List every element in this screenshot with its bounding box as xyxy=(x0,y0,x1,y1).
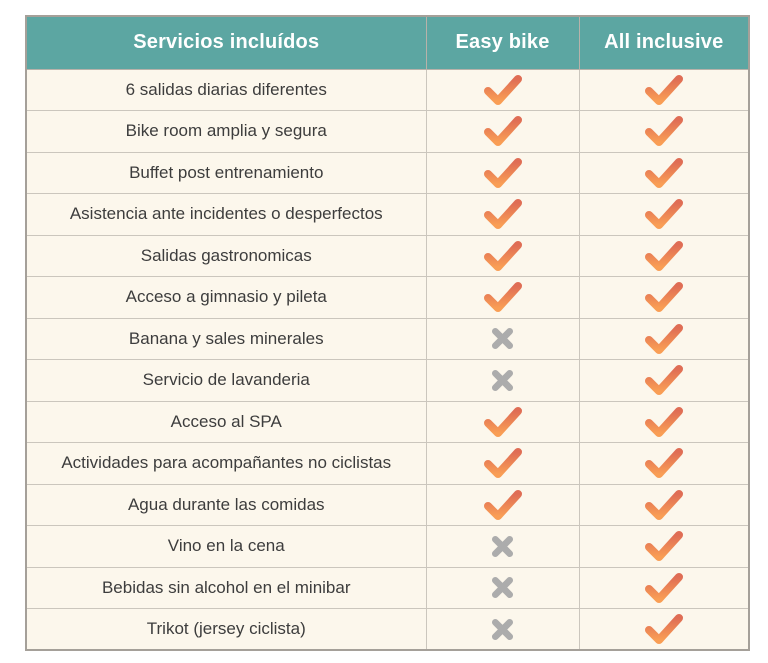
check-icon xyxy=(483,157,522,188)
service-label: Acceso a gimnasio y pileta xyxy=(25,276,427,319)
check-icon xyxy=(644,531,683,562)
check-icon xyxy=(644,157,683,188)
easy-bike-cell xyxy=(425,193,580,236)
column-header-all-inclusive: All inclusive xyxy=(578,15,750,70)
service-label: 6 salidas diarias diferentes xyxy=(25,68,427,111)
easy-bike-cell xyxy=(425,317,580,360)
table-row: Bike room amplia y segura xyxy=(25,110,750,153)
check-icon xyxy=(483,282,522,313)
check-icon xyxy=(644,240,683,271)
service-label: Salidas gastronomicas xyxy=(25,234,427,277)
all-inclusive-cell xyxy=(578,608,750,651)
table-row: Asistencia ante incidentes o desperfecto… xyxy=(25,193,750,236)
all-inclusive-cell xyxy=(578,151,750,194)
cross-icon xyxy=(491,328,514,350)
service-label: Actividades para acompañantes no ciclist… xyxy=(25,442,427,485)
check-icon xyxy=(483,406,522,437)
table-body: 6 salidas diarias diferentes Bike room am… xyxy=(25,68,750,651)
easy-bike-cell xyxy=(425,608,580,651)
service-label: Bebidas sin alcohol en el minibar xyxy=(25,566,427,609)
check-icon xyxy=(483,489,522,520)
easy-bike-cell xyxy=(425,110,580,153)
all-inclusive-cell xyxy=(578,68,750,111)
comparison-table: Servicios incluídos Easy bike All inclus… xyxy=(25,15,750,651)
all-inclusive-cell xyxy=(578,525,750,568)
check-icon xyxy=(644,365,683,396)
all-inclusive-cell xyxy=(578,234,750,277)
all-inclusive-cell xyxy=(578,483,750,526)
table-row: Buffet post entrenamiento xyxy=(25,151,750,194)
all-inclusive-cell xyxy=(578,110,750,153)
table-header: Servicios incluídos Easy bike All inclus… xyxy=(25,15,750,70)
service-label: Trikot (jersey ciclista) xyxy=(25,608,427,651)
easy-bike-cell xyxy=(425,566,580,609)
all-inclusive-cell xyxy=(578,566,750,609)
check-icon xyxy=(644,448,683,479)
all-inclusive-cell xyxy=(578,442,750,485)
table-row: Acceso al SPA xyxy=(25,400,750,443)
check-icon xyxy=(644,406,683,437)
table-row: Servicio de lavanderia xyxy=(25,359,750,402)
column-header-services: Servicios incluídos xyxy=(25,15,427,70)
check-icon xyxy=(483,74,522,105)
table-row: Vino en la cena xyxy=(25,525,750,568)
easy-bike-cell xyxy=(425,525,580,568)
table-row: Salidas gastronomicas xyxy=(25,234,750,277)
easy-bike-cell xyxy=(425,400,580,443)
easy-bike-cell xyxy=(425,151,580,194)
check-icon xyxy=(644,74,683,105)
table-row: Agua durante las comidas xyxy=(25,483,750,526)
service-label: Vino en la cena xyxy=(25,525,427,568)
all-inclusive-cell xyxy=(578,193,750,236)
check-icon xyxy=(644,282,683,313)
table-row: Trikot (jersey ciclista) xyxy=(25,608,750,651)
check-icon xyxy=(644,199,683,230)
table-row: Acceso a gimnasio y pileta xyxy=(25,276,750,319)
check-icon xyxy=(483,448,522,479)
table-row: 6 salidas diarias diferentes xyxy=(25,68,750,111)
check-icon xyxy=(483,240,522,271)
column-header-easy-bike: Easy bike xyxy=(425,15,580,70)
check-icon xyxy=(644,323,683,354)
check-icon xyxy=(644,572,683,603)
easy-bike-cell xyxy=(425,276,580,319)
service-label: Servicio de lavanderia xyxy=(25,359,427,402)
service-label: Acceso al SPA xyxy=(25,400,427,443)
table-row: Bebidas sin alcohol en el minibar xyxy=(25,566,750,609)
header-row: Servicios incluídos Easy bike All inclus… xyxy=(25,15,750,70)
check-icon xyxy=(644,614,683,644)
cross-icon xyxy=(491,369,514,391)
table-row: Banana y sales minerales xyxy=(25,317,750,360)
check-icon xyxy=(644,116,683,147)
check-icon xyxy=(483,116,522,147)
easy-bike-cell xyxy=(425,442,580,485)
service-label: Agua durante las comidas xyxy=(25,483,427,526)
check-icon xyxy=(644,489,683,520)
service-label: Bike room amplia y segura xyxy=(25,110,427,153)
cross-icon xyxy=(491,577,514,599)
table-row: Actividades para acompañantes no ciclist… xyxy=(25,442,750,485)
all-inclusive-cell xyxy=(578,276,750,319)
all-inclusive-cell xyxy=(578,400,750,443)
easy-bike-cell xyxy=(425,68,580,111)
check-icon xyxy=(483,199,522,230)
easy-bike-cell xyxy=(425,483,580,526)
all-inclusive-cell xyxy=(578,359,750,402)
easy-bike-cell xyxy=(425,359,580,402)
all-inclusive-cell xyxy=(578,317,750,360)
service-label: Banana y sales minerales xyxy=(25,317,427,360)
cross-icon xyxy=(491,535,514,557)
easy-bike-cell xyxy=(425,234,580,277)
services-comparison: Servicios incluídos Easy bike All inclus… xyxy=(25,15,750,651)
service-label: Buffet post entrenamiento xyxy=(25,151,427,194)
service-label: Asistencia ante incidentes o desperfecto… xyxy=(25,193,427,236)
cross-icon xyxy=(491,618,514,640)
